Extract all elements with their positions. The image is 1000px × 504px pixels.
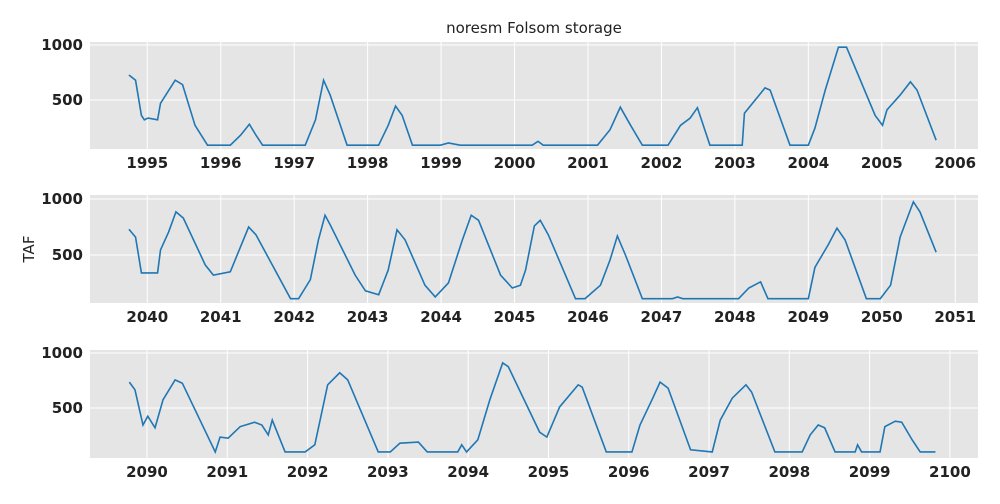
x-tick-label: 2094 — [447, 463, 489, 481]
x-tick-label: 2099 — [849, 463, 891, 481]
x-tick-label: 1999 — [420, 154, 462, 172]
y-tick-label: 500 — [52, 246, 83, 264]
plot-area — [90, 350, 978, 458]
x-tick-label: 2001 — [567, 154, 609, 172]
plot-area — [90, 195, 978, 303]
y-tick-label: 500 — [52, 399, 83, 417]
x-tick-label: 2049 — [787, 308, 829, 326]
x-tick-label: 2004 — [787, 154, 829, 172]
x-tick-label: 2003 — [714, 154, 756, 172]
x-tick-label: 2000 — [494, 154, 536, 172]
x-tick-label: 1996 — [200, 154, 242, 172]
x-tick-label: 1997 — [273, 154, 315, 172]
data-line — [128, 46, 937, 146]
x-tick-label: 2042 — [273, 308, 315, 326]
x-tick-label: 1998 — [347, 154, 389, 172]
x-tick-label: 2045 — [494, 308, 536, 326]
x-tick-label: 2100 — [929, 463, 971, 481]
x-tick-label: 2093 — [367, 463, 409, 481]
x-tick-label: 1995 — [126, 154, 168, 172]
x-tick-label: 2006 — [934, 154, 976, 172]
x-tick-label: 2040 — [126, 308, 168, 326]
x-tick-label: 2046 — [567, 308, 609, 326]
x-tick-label: 2002 — [641, 154, 683, 172]
x-tick-label: 2095 — [528, 463, 570, 481]
x-tick-label: 2043 — [347, 308, 389, 326]
data-line — [128, 361, 936, 455]
plot-area — [90, 42, 978, 149]
x-tick-label: 2097 — [688, 463, 730, 481]
y-tick-label: 1000 — [41, 36, 83, 54]
x-tick-label: 2092 — [287, 463, 329, 481]
x-tick-label: 2051 — [934, 308, 976, 326]
y-tick-label: 1000 — [41, 190, 83, 208]
y-tick-label: 1000 — [41, 344, 83, 362]
x-tick-label: 2005 — [861, 154, 903, 172]
x-tick-label: 2098 — [768, 463, 810, 481]
data-line — [128, 200, 937, 300]
chart-title: noresm Folsom storage — [446, 19, 622, 37]
x-tick-label: 2050 — [861, 308, 903, 326]
x-tick-label: 2048 — [714, 308, 756, 326]
x-tick-label: 2044 — [420, 308, 462, 326]
x-tick-label: 2091 — [206, 463, 248, 481]
y-axis-label: TAF — [20, 236, 38, 264]
y-tick-label: 500 — [52, 91, 83, 109]
x-tick-label: 2090 — [126, 463, 168, 481]
x-tick-label: 2047 — [641, 308, 683, 326]
x-tick-label: 2096 — [608, 463, 650, 481]
x-tick-label: 2041 — [200, 308, 242, 326]
